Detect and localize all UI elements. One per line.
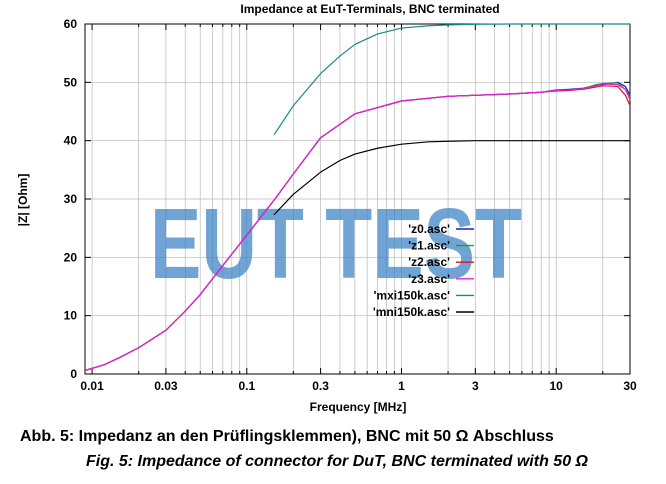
x-tick-labels: 0.01 0.03 0.1 0.3 1 3 10 30 xyxy=(80,379,637,393)
legend-label: 'z2.asc' xyxy=(408,255,450,269)
y-tick-labels: 0 10 20 30 40 50 60 xyxy=(64,17,78,381)
caption-english: Fig. 5: Impedance of connector for DuT, … xyxy=(86,453,589,470)
y-tick-label: 60 xyxy=(64,17,78,31)
y-tick-label: 40 xyxy=(64,134,78,148)
legend-label: 'z3.asc' xyxy=(408,272,450,286)
series-line-3 xyxy=(84,83,631,372)
watermark-text: EUT TEST xyxy=(150,188,522,300)
legend: 'z0.asc' 'z1.asc' 'z2.asc' 'z3.asc' 'mxi150k… xyxy=(373,222,474,319)
x-tick-label: 1 xyxy=(398,379,405,393)
x-tick-label: 30 xyxy=(623,379,637,393)
legend-label: 'mxi150k.asc' xyxy=(374,288,451,302)
y-tick-label: 20 xyxy=(64,250,78,264)
x-tick-label: 0.01 xyxy=(80,379,104,393)
watermark-logo: EUT TEST xyxy=(150,188,522,300)
series-lines xyxy=(84,23,631,372)
x-tick-label: 0.03 xyxy=(154,379,178,393)
legend-label: 'mni150k.asc' xyxy=(373,305,450,319)
legend-label: 'z0.asc' xyxy=(408,222,450,236)
x-tick-label: 0.3 xyxy=(312,379,329,393)
x-tick-label: 10 xyxy=(550,379,564,393)
y-tick-label: 10 xyxy=(64,309,78,323)
legend-label: 'z1.asc' xyxy=(408,239,450,253)
y-tick-label: 50 xyxy=(64,75,78,89)
series-line-4 xyxy=(273,23,630,136)
y-tick-label: 30 xyxy=(64,192,78,206)
impedance-chart: Impedance at EuT-Terminals, BNC terminat… xyxy=(16,2,637,414)
series-line-5 xyxy=(273,140,630,216)
caption-german: Abb. 5: Impedanz an den Prüflingsklemmen… xyxy=(20,428,554,445)
x-tick-label: 0.1 xyxy=(238,379,255,393)
chart-title: Impedance at EuT-Terminals, BNC terminat… xyxy=(240,2,499,16)
x-axis-label: Frequency [MHz] xyxy=(310,400,407,414)
y-tick-label: 0 xyxy=(70,367,77,381)
x-tick-label: 3 xyxy=(472,379,479,393)
tick-marks xyxy=(84,23,631,375)
y-axis-label: |Z| [Ohm] xyxy=(16,174,30,227)
